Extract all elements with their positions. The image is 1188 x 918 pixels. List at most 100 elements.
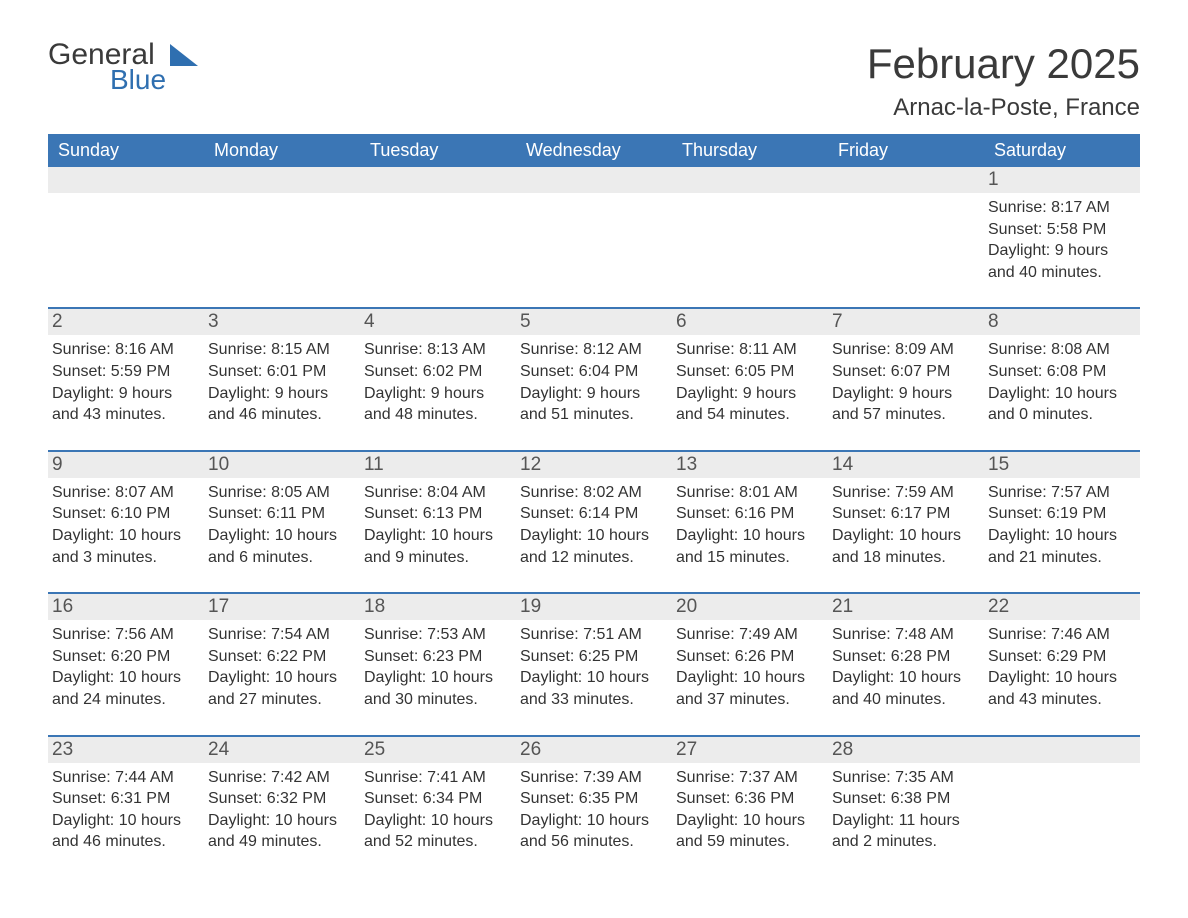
sunset-text: Sunset: 6:19 PM bbox=[988, 503, 1130, 525]
daylight-text: Daylight: 9 hours and 40 minutes. bbox=[988, 240, 1130, 283]
weekday-sat: Saturday bbox=[984, 134, 1140, 167]
sunrise-text: Sunrise: 7:35 AM bbox=[832, 767, 974, 789]
day-body: Sunrise: 8:08 AMSunset: 6:08 PMDaylight:… bbox=[988, 335, 1130, 425]
daylight-text: Daylight: 10 hours and 0 minutes. bbox=[988, 383, 1130, 426]
sunset-text: Sunset: 6:08 PM bbox=[988, 361, 1130, 383]
day-number: 10 bbox=[204, 452, 360, 478]
header: General Blue February 2025 Arnac-la-Post… bbox=[48, 40, 1140, 122]
daylight-text: Daylight: 10 hours and 33 minutes. bbox=[520, 667, 662, 710]
weekday-tue: Tuesday bbox=[360, 134, 516, 167]
daynum-row: 2345678 bbox=[48, 307, 1140, 335]
day-body: Sunrise: 7:41 AMSunset: 6:34 PMDaylight:… bbox=[364, 763, 506, 853]
day-number: 1 bbox=[984, 167, 1140, 193]
day-cell: Sunrise: 8:15 AMSunset: 6:01 PMDaylight:… bbox=[204, 335, 360, 449]
sunrise-text: Sunrise: 7:59 AM bbox=[832, 482, 974, 504]
weekday-wed: Wednesday bbox=[516, 134, 672, 167]
sunset-text: Sunset: 6:02 PM bbox=[364, 361, 506, 383]
day-number bbox=[828, 167, 984, 193]
day-number: 18 bbox=[360, 594, 516, 620]
weekday-sun: Sunday bbox=[48, 134, 204, 167]
day-number: 15 bbox=[984, 452, 1140, 478]
sunset-text: Sunset: 6:04 PM bbox=[520, 361, 662, 383]
day-cell: Sunrise: 7:53 AMSunset: 6:23 PMDaylight:… bbox=[360, 620, 516, 734]
sunset-text: Sunset: 6:32 PM bbox=[208, 788, 350, 810]
day-number: 12 bbox=[516, 452, 672, 478]
day-number: 16 bbox=[48, 594, 204, 620]
day-body: Sunrise: 8:02 AMSunset: 6:14 PMDaylight:… bbox=[520, 478, 662, 568]
day-cell: Sunrise: 8:09 AMSunset: 6:07 PMDaylight:… bbox=[828, 335, 984, 449]
sunrise-text: Sunrise: 7:46 AM bbox=[988, 624, 1130, 646]
sunset-text: Sunset: 6:05 PM bbox=[676, 361, 818, 383]
day-number: 23 bbox=[48, 737, 204, 763]
day-cell: Sunrise: 7:51 AMSunset: 6:25 PMDaylight:… bbox=[516, 620, 672, 734]
daylight-text: Daylight: 9 hours and 54 minutes. bbox=[676, 383, 818, 426]
title-month: February 2025 bbox=[867, 40, 1140, 88]
sunrise-text: Sunrise: 7:44 AM bbox=[52, 767, 194, 789]
daylight-text: Daylight: 10 hours and 9 minutes. bbox=[364, 525, 506, 568]
sunrise-text: Sunrise: 8:11 AM bbox=[676, 339, 818, 361]
daylight-text: Daylight: 10 hours and 37 minutes. bbox=[676, 667, 818, 710]
day-cell: Sunrise: 7:39 AMSunset: 6:35 PMDaylight:… bbox=[516, 763, 672, 877]
day-number bbox=[204, 167, 360, 193]
sunset-text: Sunset: 6:28 PM bbox=[832, 646, 974, 668]
sunset-text: Sunset: 6:34 PM bbox=[364, 788, 506, 810]
sunset-text: Sunset: 5:58 PM bbox=[988, 219, 1130, 241]
sunset-text: Sunset: 6:17 PM bbox=[832, 503, 974, 525]
sunset-text: Sunset: 6:14 PM bbox=[520, 503, 662, 525]
day-cell: Sunrise: 7:42 AMSunset: 6:32 PMDaylight:… bbox=[204, 763, 360, 877]
day-cell: Sunrise: 8:08 AMSunset: 6:08 PMDaylight:… bbox=[984, 335, 1140, 449]
day-body: Sunrise: 7:42 AMSunset: 6:32 PMDaylight:… bbox=[208, 763, 350, 853]
weekday-header-row: Sunday Monday Tuesday Wednesday Thursday… bbox=[48, 134, 1140, 167]
daylight-text: Daylight: 9 hours and 51 minutes. bbox=[520, 383, 662, 426]
day-number: 24 bbox=[204, 737, 360, 763]
daylight-text: Daylight: 11 hours and 2 minutes. bbox=[832, 810, 974, 853]
daylight-text: Daylight: 9 hours and 48 minutes. bbox=[364, 383, 506, 426]
day-number: 14 bbox=[828, 452, 984, 478]
daylight-text: Daylight: 10 hours and 6 minutes. bbox=[208, 525, 350, 568]
brand-sail-icon bbox=[170, 44, 198, 66]
weekday-mon: Monday bbox=[204, 134, 360, 167]
daynum-row: 16171819202122 bbox=[48, 592, 1140, 620]
day-body: Sunrise: 7:37 AMSunset: 6:36 PMDaylight:… bbox=[676, 763, 818, 853]
day-number: 3 bbox=[204, 309, 360, 335]
sunset-text: Sunset: 6:20 PM bbox=[52, 646, 194, 668]
daylight-text: Daylight: 10 hours and 12 minutes. bbox=[520, 525, 662, 568]
day-body: Sunrise: 7:59 AMSunset: 6:17 PMDaylight:… bbox=[832, 478, 974, 568]
brand-line2: Blue bbox=[110, 66, 166, 94]
sunset-text: Sunset: 6:31 PM bbox=[52, 788, 194, 810]
day-cell: Sunrise: 8:11 AMSunset: 6:05 PMDaylight:… bbox=[672, 335, 828, 449]
sunrise-text: Sunrise: 8:16 AM bbox=[52, 339, 194, 361]
sunrise-text: Sunrise: 7:49 AM bbox=[676, 624, 818, 646]
sunrise-text: Sunrise: 7:37 AM bbox=[676, 767, 818, 789]
sunrise-text: Sunrise: 7:56 AM bbox=[52, 624, 194, 646]
week-row: Sunrise: 8:07 AMSunset: 6:10 PMDaylight:… bbox=[48, 478, 1140, 592]
daylight-text: Daylight: 10 hours and 43 minutes. bbox=[988, 667, 1130, 710]
day-body: Sunrise: 7:54 AMSunset: 6:22 PMDaylight:… bbox=[208, 620, 350, 710]
day-body: Sunrise: 7:49 AMSunset: 6:26 PMDaylight:… bbox=[676, 620, 818, 710]
day-cell: Sunrise: 7:54 AMSunset: 6:22 PMDaylight:… bbox=[204, 620, 360, 734]
sunrise-text: Sunrise: 8:07 AM bbox=[52, 482, 194, 504]
sunrise-text: Sunrise: 8:15 AM bbox=[208, 339, 350, 361]
day-cell: Sunrise: 8:17 AMSunset: 5:58 PMDaylight:… bbox=[984, 193, 1140, 307]
daylight-text: Daylight: 10 hours and 18 minutes. bbox=[832, 525, 974, 568]
week-row: Sunrise: 7:56 AMSunset: 6:20 PM Daylight:… bbox=[48, 620, 1140, 734]
brand-logo: General Blue bbox=[48, 40, 198, 94]
day-body: Sunrise: 8:16 AMSunset: 5:59 PMDaylight:… bbox=[52, 335, 194, 425]
sunset-text: Sunset: 6:36 PM bbox=[676, 788, 818, 810]
sunrise-text: Sunrise: 8:08 AM bbox=[988, 339, 1130, 361]
day-cell: Sunrise: 8:01 AMSunset: 6:16 PMDaylight:… bbox=[672, 478, 828, 592]
day-number bbox=[48, 167, 204, 193]
day-cell: Sunrise: 7:46 AMSunset: 6:29 PMDaylight:… bbox=[984, 620, 1140, 734]
day-cell bbox=[48, 193, 204, 307]
day-cell: Sunrise: 8:02 AMSunset: 6:14 PMDaylight:… bbox=[516, 478, 672, 592]
day-cell: Sunrise: 7:48 AMSunset: 6:28 PMDaylight:… bbox=[828, 620, 984, 734]
day-body: Sunrise: 7:56 AMSunset: 6:20 PMDaylight:… bbox=[52, 620, 194, 710]
day-cell: Sunrise: 8:05 AMSunset: 6:11 PMDaylight:… bbox=[204, 478, 360, 592]
day-body: Sunrise: 8:15 AMSunset: 6:01 PMDaylight:… bbox=[208, 335, 350, 425]
day-body: Sunrise: 7:53 AMSunset: 6:23 PMDaylight:… bbox=[364, 620, 506, 710]
title-block: February 2025 Arnac-la-Poste, France bbox=[867, 40, 1140, 122]
day-number: 25 bbox=[360, 737, 516, 763]
day-number bbox=[516, 167, 672, 193]
sunset-text: Sunset: 6:16 PM bbox=[676, 503, 818, 525]
day-body: Sunrise: 8:11 AMSunset: 6:05 PMDaylight:… bbox=[676, 335, 818, 425]
